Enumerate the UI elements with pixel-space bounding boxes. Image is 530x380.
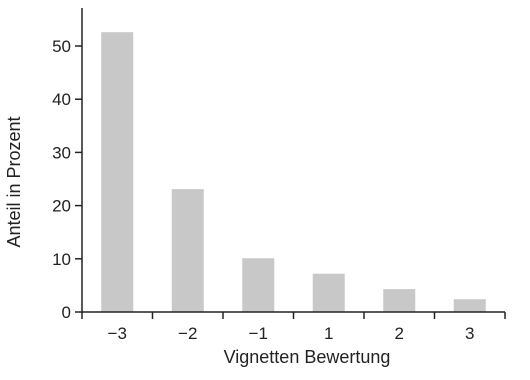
y-tick-label: 40 (52, 90, 71, 109)
y-tick-label: 30 (52, 143, 71, 162)
bar-3 (242, 258, 275, 312)
x-tick-label: −1 (249, 324, 268, 343)
bars (101, 32, 486, 312)
bar-6 (453, 299, 486, 312)
y-tick-label: 20 (52, 197, 71, 216)
y-tick-label: 10 (52, 250, 71, 269)
bar-4 (312, 273, 345, 312)
y-tick-label: 0 (62, 303, 71, 322)
x-tick-label: 2 (395, 324, 404, 343)
bar-2 (171, 189, 204, 312)
x-tick-label: 1 (324, 324, 333, 343)
x-tick-label: −3 (108, 324, 127, 343)
x-axis: −3 −2 −1 1 2 3 (81, 311, 506, 343)
x-tick-label: 3 (465, 324, 474, 343)
y-tick-label: 50 (52, 37, 71, 56)
bar-1 (101, 32, 134, 312)
x-tick-label: −2 (178, 324, 197, 343)
y-axis-label: Anteil in Prozent (4, 116, 24, 247)
bar-5 (383, 289, 416, 312)
x-axis-label: Vignetten Bewertung (224, 347, 391, 367)
y-axis: 0 10 20 30 40 50 (52, 8, 83, 322)
